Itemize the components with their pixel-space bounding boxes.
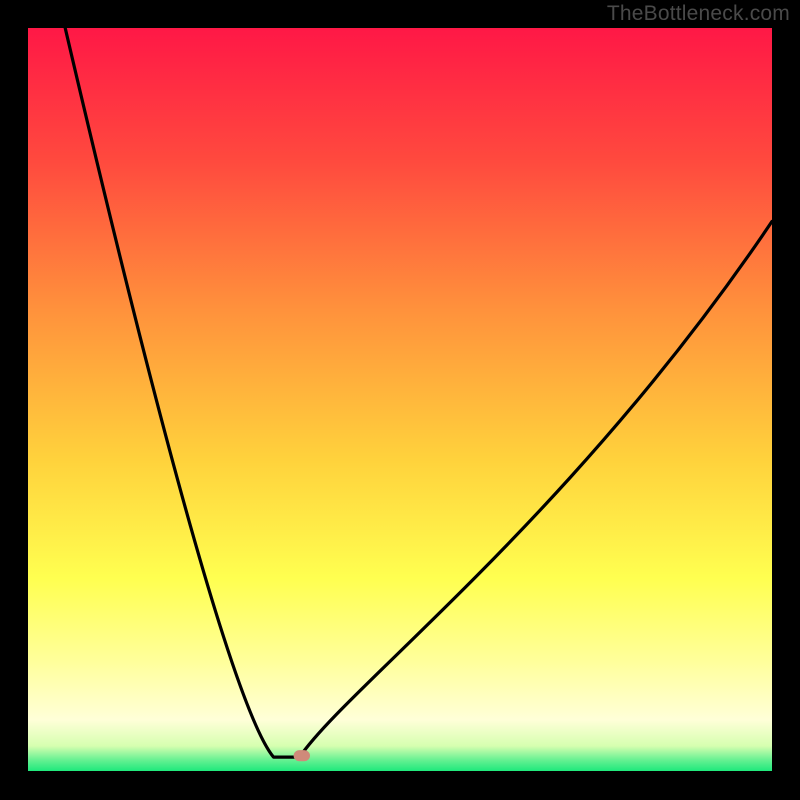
chart-plot-background — [28, 28, 772, 772]
bottleneck-marker — [294, 750, 310, 761]
chart-canvas — [0, 0, 800, 800]
watermark-text: TheBottleneck.com — [607, 2, 790, 26]
